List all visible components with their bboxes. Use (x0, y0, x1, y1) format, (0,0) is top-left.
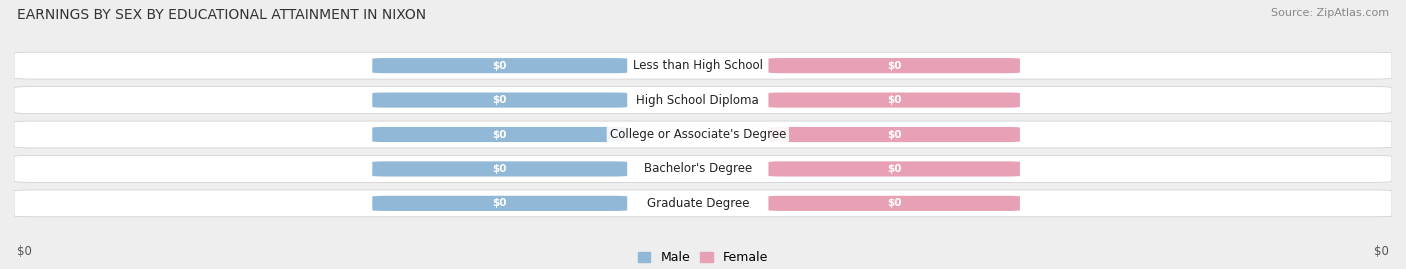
FancyBboxPatch shape (373, 58, 627, 73)
Text: Graduate Degree: Graduate Degree (647, 197, 749, 210)
FancyBboxPatch shape (14, 87, 1392, 114)
FancyBboxPatch shape (14, 155, 1392, 182)
FancyBboxPatch shape (373, 93, 627, 108)
Text: $0: $0 (492, 129, 508, 140)
Text: $0: $0 (887, 61, 901, 71)
FancyBboxPatch shape (373, 161, 627, 176)
FancyBboxPatch shape (373, 127, 627, 142)
Text: $0: $0 (492, 95, 508, 105)
Text: $0: $0 (492, 164, 508, 174)
FancyBboxPatch shape (14, 190, 1392, 217)
Text: $0: $0 (887, 95, 901, 105)
Text: $0: $0 (492, 198, 508, 208)
FancyBboxPatch shape (14, 121, 1392, 148)
FancyBboxPatch shape (769, 58, 1019, 73)
Text: Source: ZipAtlas.com: Source: ZipAtlas.com (1271, 8, 1389, 18)
Text: High School Diploma: High School Diploma (637, 94, 759, 107)
FancyBboxPatch shape (373, 196, 627, 211)
Text: $0: $0 (1374, 245, 1389, 258)
Text: Bachelor's Degree: Bachelor's Degree (644, 162, 752, 175)
FancyBboxPatch shape (769, 196, 1019, 211)
FancyBboxPatch shape (14, 52, 1392, 79)
FancyBboxPatch shape (769, 127, 1019, 142)
Text: $0: $0 (17, 245, 32, 258)
Text: $0: $0 (492, 61, 508, 71)
Text: College or Associate's Degree: College or Associate's Degree (610, 128, 786, 141)
Text: EARNINGS BY SEX BY EDUCATIONAL ATTAINMENT IN NIXON: EARNINGS BY SEX BY EDUCATIONAL ATTAINMEN… (17, 8, 426, 22)
Text: $0: $0 (887, 198, 901, 208)
Text: Less than High School: Less than High School (633, 59, 763, 72)
Text: $0: $0 (887, 129, 901, 140)
FancyBboxPatch shape (769, 161, 1019, 176)
FancyBboxPatch shape (769, 93, 1019, 108)
Legend: Male, Female: Male, Female (633, 246, 773, 269)
Text: $0: $0 (887, 164, 901, 174)
